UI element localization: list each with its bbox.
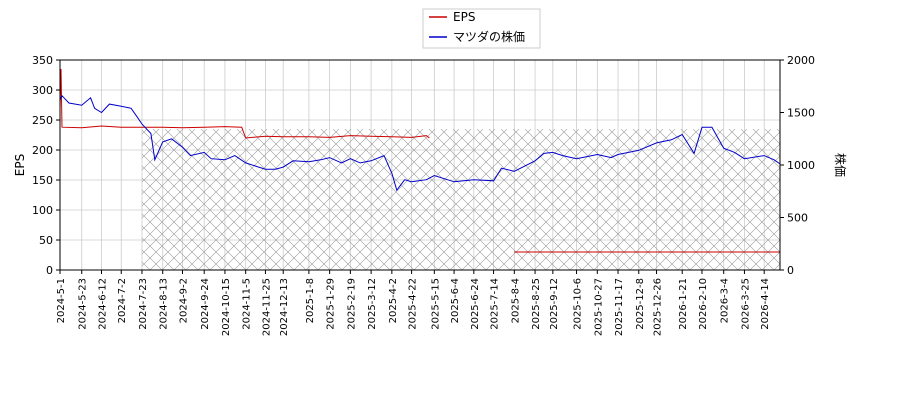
x-tick-label: 2025-8-4 xyxy=(510,278,521,323)
y-tick-label: 0 xyxy=(46,264,53,277)
legend-box xyxy=(422,8,541,49)
x-tick-label: 2025-12-26 xyxy=(653,278,664,336)
x-tick-label: 2025-4-22 xyxy=(408,278,419,330)
x-tick-label: 2025-9-12 xyxy=(549,278,560,330)
x-tick-label: 2025-6-4 xyxy=(450,278,461,323)
legend-label-price: マツダの株価 xyxy=(453,29,525,44)
x-tick-label: 2025-11-17 xyxy=(614,278,625,336)
x-tick-label: 2025-5-15 xyxy=(430,278,441,330)
x-tick-label: 2024-9-2 xyxy=(178,278,189,323)
legend-label-eps: EPS xyxy=(453,10,475,24)
x-tick-label: 2025-8-25 xyxy=(531,278,542,330)
x-tick-label: 2024-7-23 xyxy=(138,278,149,330)
forecast-hatch xyxy=(141,129,780,270)
legend: EPS マツダの株価 xyxy=(422,8,541,49)
forecast-hatch-layer xyxy=(141,129,780,270)
y-tick-label: 150 xyxy=(32,174,53,187)
x-tick-label: 2025-10-27 xyxy=(593,278,604,336)
x-tick-label: 2024-7-2 xyxy=(117,278,128,323)
x-tick-label: 2026-1-21 xyxy=(678,278,689,330)
y-tick-label: 50 xyxy=(39,234,53,247)
x-tick-label: 2024-11-5 xyxy=(242,278,253,330)
y-tick-label: 350 xyxy=(32,54,53,67)
x-tick-label: 2026-3-25 xyxy=(740,278,751,330)
x-tick-label: 2024-8-13 xyxy=(159,278,170,330)
x-tick-label: 2025-3-12 xyxy=(367,278,378,330)
y2-tick-label: 2000 xyxy=(787,54,815,67)
y-tick-label: 250 xyxy=(32,114,53,127)
y-tick-label: 100 xyxy=(32,204,53,217)
x-tick-label: 2026-4-14 xyxy=(760,278,771,330)
x-tick-label: 2025-6-24 xyxy=(470,278,481,330)
x-tick-label: 2024-10-15 xyxy=(221,278,232,336)
x-tick-label: 2025-12-8 xyxy=(635,278,646,330)
y-tick-label: 300 xyxy=(32,84,53,97)
x-tick-label: 2026-3-4 xyxy=(720,278,731,323)
x-tick-label: 2024-12-13 xyxy=(279,278,290,336)
x-tick-label: 2025-10-6 xyxy=(573,278,584,330)
x-tick-label: 2025-1-8 xyxy=(305,278,316,323)
y2-tick-label: 1000 xyxy=(787,159,815,172)
axis-layer: 0 50 100 150 200 250 300 350 0 500 1000 1500 2000 202… xyxy=(32,54,815,336)
y-axis-label: EPS xyxy=(13,154,27,176)
x-tick-label: 2025-4-2 xyxy=(388,278,399,323)
eps-line-0 xyxy=(59,68,430,139)
stock-price-line xyxy=(59,94,781,192)
x-tick-label: 2025-7-14 xyxy=(490,278,501,330)
y2-tick-label: 1500 xyxy=(787,107,815,120)
series-layer xyxy=(59,68,781,253)
y-tick-label: 200 xyxy=(32,144,53,157)
x-tick-label: 2024-11-25 xyxy=(261,278,272,336)
y2-axis-label: 株価 xyxy=(833,153,848,177)
x-tick-label: 2024-5-23 xyxy=(78,278,89,330)
x-tick-label: 2024-9-24 xyxy=(200,278,211,330)
y2-tick-label: 0 xyxy=(787,264,794,277)
y2-tick-label: 500 xyxy=(787,212,808,225)
x-tick-label: 2025-1-29 xyxy=(326,278,337,330)
x-tick-label: 2026-2-10 xyxy=(698,278,709,330)
x-tick-label: 2025-2-19 xyxy=(346,278,357,330)
x-tick-label: 2024-5-1 xyxy=(56,278,67,323)
x-tick-label: 2024-6-12 xyxy=(97,278,108,330)
